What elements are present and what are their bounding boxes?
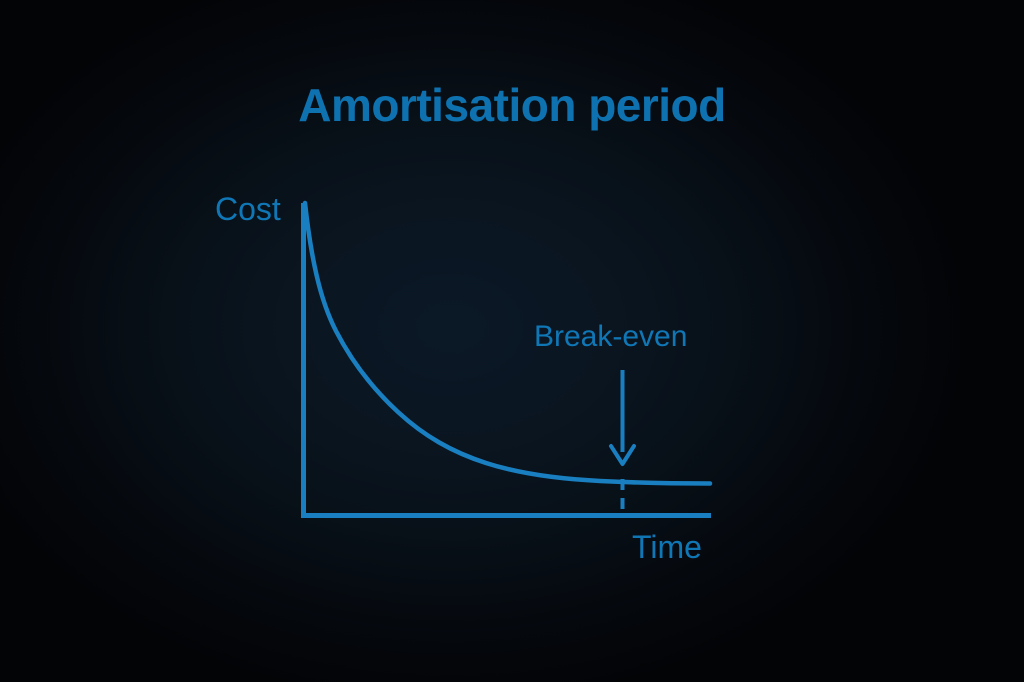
cost-curve (302, 200, 713, 486)
x-axis-label: Time (632, 529, 702, 565)
break-even-label: Break-even (534, 320, 688, 353)
break-even-arrow-head (609, 444, 636, 466)
y-axis-label: Cost (215, 191, 281, 227)
page-title: Amortisation period (298, 79, 726, 131)
